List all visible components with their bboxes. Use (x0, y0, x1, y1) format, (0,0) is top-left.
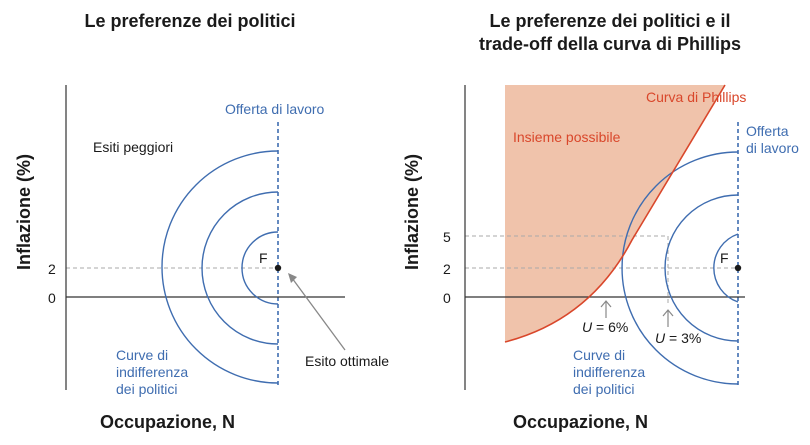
right-tick-0: 0 (443, 290, 451, 306)
right-curves-label-3: dei politici (573, 381, 634, 397)
right-panel-title: Le preferenze dei politici e il trade-of… (478, 11, 742, 54)
u6-arrowhead (600, 300, 612, 308)
u3-label-var: U (655, 330, 666, 346)
right-indifference-curve-3 (621, 151, 739, 385)
left-panel-title: Le preferenze dei politici (84, 11, 296, 31)
left-tick-2: 2 (48, 261, 56, 277)
right-curves-label-2: indifferenza (573, 364, 645, 380)
u6-label-val: = 6% (592, 319, 628, 335)
u6-label-var: U (582, 319, 593, 335)
u3-label-val: = 3% (665, 330, 701, 346)
left-indifference-curve-3 (161, 150, 279, 384)
left-curves-label-1: Curve di (116, 347, 168, 363)
left-tick-0: 0 (48, 290, 56, 306)
right-indifference-curve-1 (713, 233, 739, 303)
u3-label: U = 3% (655, 330, 701, 346)
right-labor-supply-label-1: Offerta (746, 123, 789, 139)
left-point-f-label: F (259, 250, 268, 266)
left-indifference-curve-2 (201, 191, 279, 345)
left-optimal-arrow (291, 277, 346, 351)
left-labor-supply-label: Offerta di lavoro (225, 101, 325, 117)
feasible-set-area (505, 85, 725, 342)
feasible-set-label: Insieme possibile (513, 129, 621, 145)
phillips-curve (504, 84, 726, 343)
left-optimal-arrowhead (288, 273, 297, 283)
left-point-f (274, 264, 282, 272)
phillips-curve-label: Curva di Phillips (646, 89, 746, 105)
left-optimal-label: Esito ottimale (305, 353, 389, 369)
right-tick-2: 2 (443, 261, 451, 277)
right-panel: 5 2 0 Inflazione (%) Occupazione, N Curv… (402, 84, 799, 432)
left-y-label: Inflazione (%) (14, 154, 34, 270)
left-worse-outcomes-label: Esiti peggiori (93, 139, 173, 155)
u3-arrowhead (662, 309, 674, 317)
right-x-label: Occupazione, N (513, 412, 648, 432)
right-tick-5: 5 (443, 229, 451, 245)
right-y-label: Inflazione (%) (402, 154, 422, 270)
right-point-f (734, 264, 742, 272)
right-point-f-label: F (720, 250, 729, 266)
left-indifference-curve-1 (241, 231, 279, 305)
left-curves-label-3: dei politici (116, 381, 177, 397)
left-curves-label-2: indifferenza (116, 364, 188, 380)
u6-label: U = 6% (582, 319, 628, 335)
left-panel: 2 0 Inflazione (%) Occupazione, N Offert… (14, 85, 389, 432)
right-indifference-curve-2 (664, 194, 739, 342)
left-x-label: Occupazione, N (100, 412, 235, 432)
right-curves-label-1: Curve di (573, 347, 625, 363)
right-labor-supply-label-2: di lavoro (746, 140, 799, 156)
